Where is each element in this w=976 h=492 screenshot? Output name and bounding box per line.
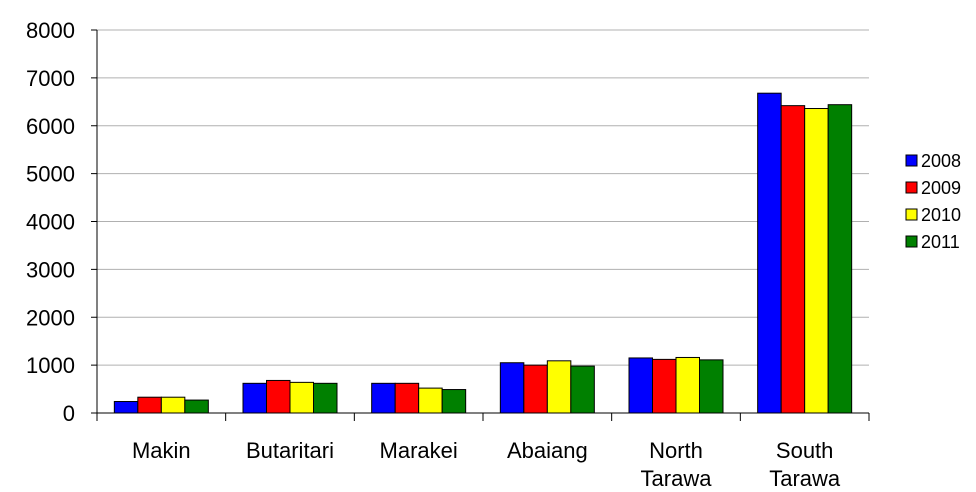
y-tick-label: 7000 xyxy=(26,66,75,91)
legend-swatch-2008 xyxy=(905,154,918,167)
bar-2008 xyxy=(628,357,653,414)
bar-2009 xyxy=(523,364,548,414)
x-category-label: Abaiang xyxy=(507,438,588,463)
bar-2010 xyxy=(418,387,443,414)
bar-2008 xyxy=(242,382,267,414)
y-tick-label: 8000 xyxy=(26,18,75,43)
bar-2011 xyxy=(827,104,853,414)
legend-swatch-2010 xyxy=(905,208,918,221)
bar-2009 xyxy=(137,396,162,414)
y-axis-ticks: 0 1000 2000 3000 4000 5000 6000 7000 8000 xyxy=(26,18,97,426)
y-tick-label: 4000 xyxy=(26,210,75,235)
bar-2010 xyxy=(804,108,829,414)
bar-2009 xyxy=(652,358,677,414)
bar-2009 xyxy=(266,379,291,414)
bar-2008 xyxy=(499,362,525,414)
bar-2011 xyxy=(570,365,595,414)
bar-2010 xyxy=(546,360,572,414)
y-tick-label: 5000 xyxy=(26,162,75,187)
x-category-label: South Tarawa xyxy=(769,438,841,491)
bar-2008 xyxy=(371,382,396,414)
x-category-label: Makin xyxy=(132,438,191,463)
bar-2010 xyxy=(675,356,700,414)
bar-2008 xyxy=(113,401,139,414)
legend-label-2009: 2009 xyxy=(921,178,961,198)
y-tick-label: 0 xyxy=(63,401,75,426)
bar-2009 xyxy=(780,105,806,414)
legend-swatch-2011 xyxy=(905,235,918,248)
y-tick-label: 3000 xyxy=(26,257,75,282)
bar-2011 xyxy=(441,389,467,414)
y-tick-label: 6000 xyxy=(26,114,75,139)
bar-2008 xyxy=(757,92,782,414)
bar-2011 xyxy=(313,382,338,414)
bar-2011 xyxy=(184,399,209,414)
y-tick-label: 1000 xyxy=(26,353,75,378)
y-tick-label: 2000 xyxy=(26,305,75,330)
bar-2011 xyxy=(699,359,724,414)
bar-2009 xyxy=(394,382,420,414)
legend-label-2008: 2008 xyxy=(921,151,961,171)
gridlines xyxy=(97,29,869,366)
legend: 2008 2009 2010 2011 xyxy=(905,151,961,252)
x-category-label: Marakei xyxy=(380,438,458,463)
legend-swatch-2009 xyxy=(905,181,918,194)
bars xyxy=(113,92,853,414)
legend-label-2011: 2011 xyxy=(921,232,960,252)
x-category-label: North Tarawa xyxy=(641,438,713,491)
legend-label-2010: 2010 xyxy=(921,205,961,225)
x-category-label: Butaritari xyxy=(246,438,334,463)
bar-2010 xyxy=(289,381,314,414)
bar-2010 xyxy=(160,396,186,414)
x-axis-categories: Makin Butaritari Marakei Abaiang North Tarawa… xyxy=(96,413,870,491)
